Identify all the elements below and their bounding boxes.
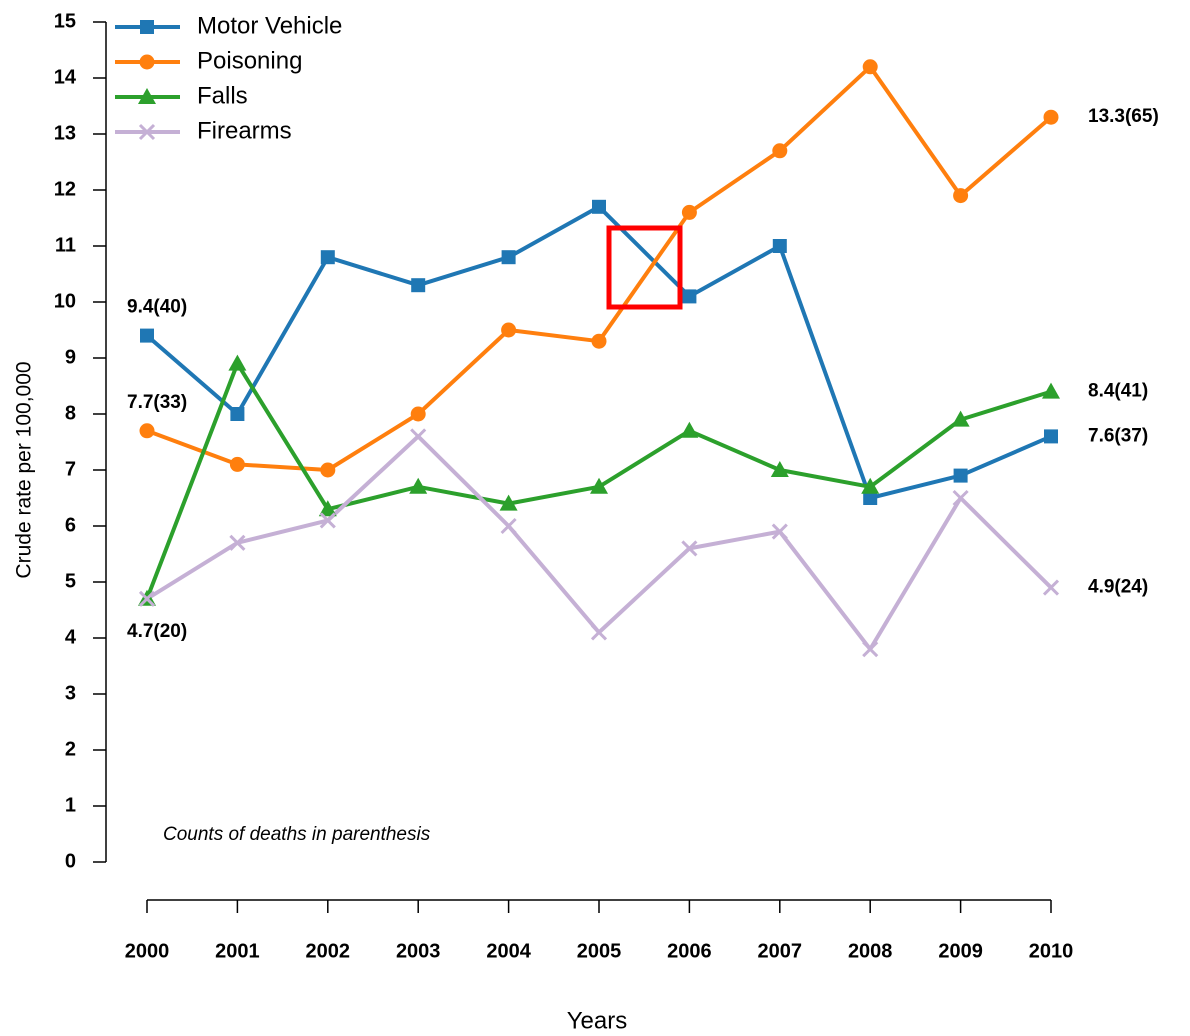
y-tick-label: 1 [65,794,76,816]
point [772,143,788,159]
legend-label: Falls [197,82,248,109]
y-axis-label: Crude rate per 100,000 [13,361,36,578]
point [318,500,337,517]
point [410,406,426,422]
y-tick-label: 14 [54,66,77,88]
annotation: Counts of deaths in parenthesis [163,824,431,845]
point [590,477,608,494]
y-tick-label: 2 [65,738,76,760]
y-tick-label: 7 [65,458,76,480]
series-markers [138,354,1060,606]
x-tick-label: 2002 [306,940,351,962]
y-tick-label: 10 [54,290,76,312]
point [772,239,787,253]
legend-marker [140,20,154,34]
data-label: 9.4(40) [127,297,187,318]
point [410,428,427,445]
point [320,250,335,265]
x-tick-label: 2006 [667,940,712,962]
point [1044,429,1058,444]
point [409,477,428,494]
legend-label: Poisoning [197,47,302,74]
legend-label: Firearms [197,117,292,144]
data-label: 4.7(20) [127,621,187,642]
y-tick-label: 3 [65,682,76,704]
point [682,289,697,304]
data-label: 4.9(24) [1088,577,1148,598]
point [861,477,880,494]
x-tick-label: 2010 [1029,940,1074,962]
point [230,407,245,421]
highlight-box [606,225,683,310]
y-tick-label: 9 [65,346,76,368]
point [229,534,246,551]
x-tick-label: 2003 [396,940,441,962]
y-tick-label: 0 [65,850,76,872]
point [590,624,608,641]
point [140,328,154,343]
x-tick-label: 2009 [938,940,983,962]
x-axis-label: Years [567,1007,628,1034]
point [320,462,336,478]
point [771,523,788,540]
point [138,590,156,607]
x-tick-label: 2001 [215,940,260,962]
point [951,410,970,427]
data-label: 7.7(33) [127,392,187,413]
data-label: 7.6(37) [1088,425,1148,446]
y-tick-label: 8 [65,402,76,424]
point [139,423,155,439]
point [681,540,698,557]
point [499,494,518,511]
point [591,333,607,349]
point [501,250,516,265]
point [862,59,878,75]
point [953,188,969,204]
point [681,204,697,220]
point [411,278,426,293]
legend-marker [138,123,156,141]
series-markers [139,59,1059,478]
point [228,354,247,371]
x-tick-label: 2008 [848,940,893,962]
data-label: 8.4(41) [1088,381,1148,402]
point [501,322,517,338]
x-tick-label: 2007 [758,940,803,962]
point [319,512,336,529]
y-tick-label: 12 [54,178,76,200]
y-tick-label: 5 [65,570,76,592]
series-markers [140,199,1058,505]
y-tick-label: 15 [54,10,76,32]
data-label: 13.3(65) [1088,106,1159,127]
point [1043,109,1059,125]
point [592,199,606,214]
point [952,489,969,507]
point [500,517,517,535]
point [953,468,968,483]
point [1042,382,1060,399]
x-tick-label: 2005 [577,940,622,962]
legend-marker [138,88,156,104]
y-tick-label: 13 [54,122,76,144]
y-tick-label: 6 [65,514,76,536]
point [229,456,245,472]
point [863,491,878,505]
y-tick-label: 4 [65,626,77,648]
x-tick-label: 2000 [125,940,170,962]
point [1042,579,1060,596]
point [680,421,699,438]
legend-label: Motor Vehicle [197,12,342,39]
point [862,641,879,658]
point [770,461,789,477]
legend-marker [139,54,155,70]
x-tick-label: 2004 [486,940,531,962]
y-tick-label: 11 [55,234,76,256]
series-markers [138,428,1060,658]
